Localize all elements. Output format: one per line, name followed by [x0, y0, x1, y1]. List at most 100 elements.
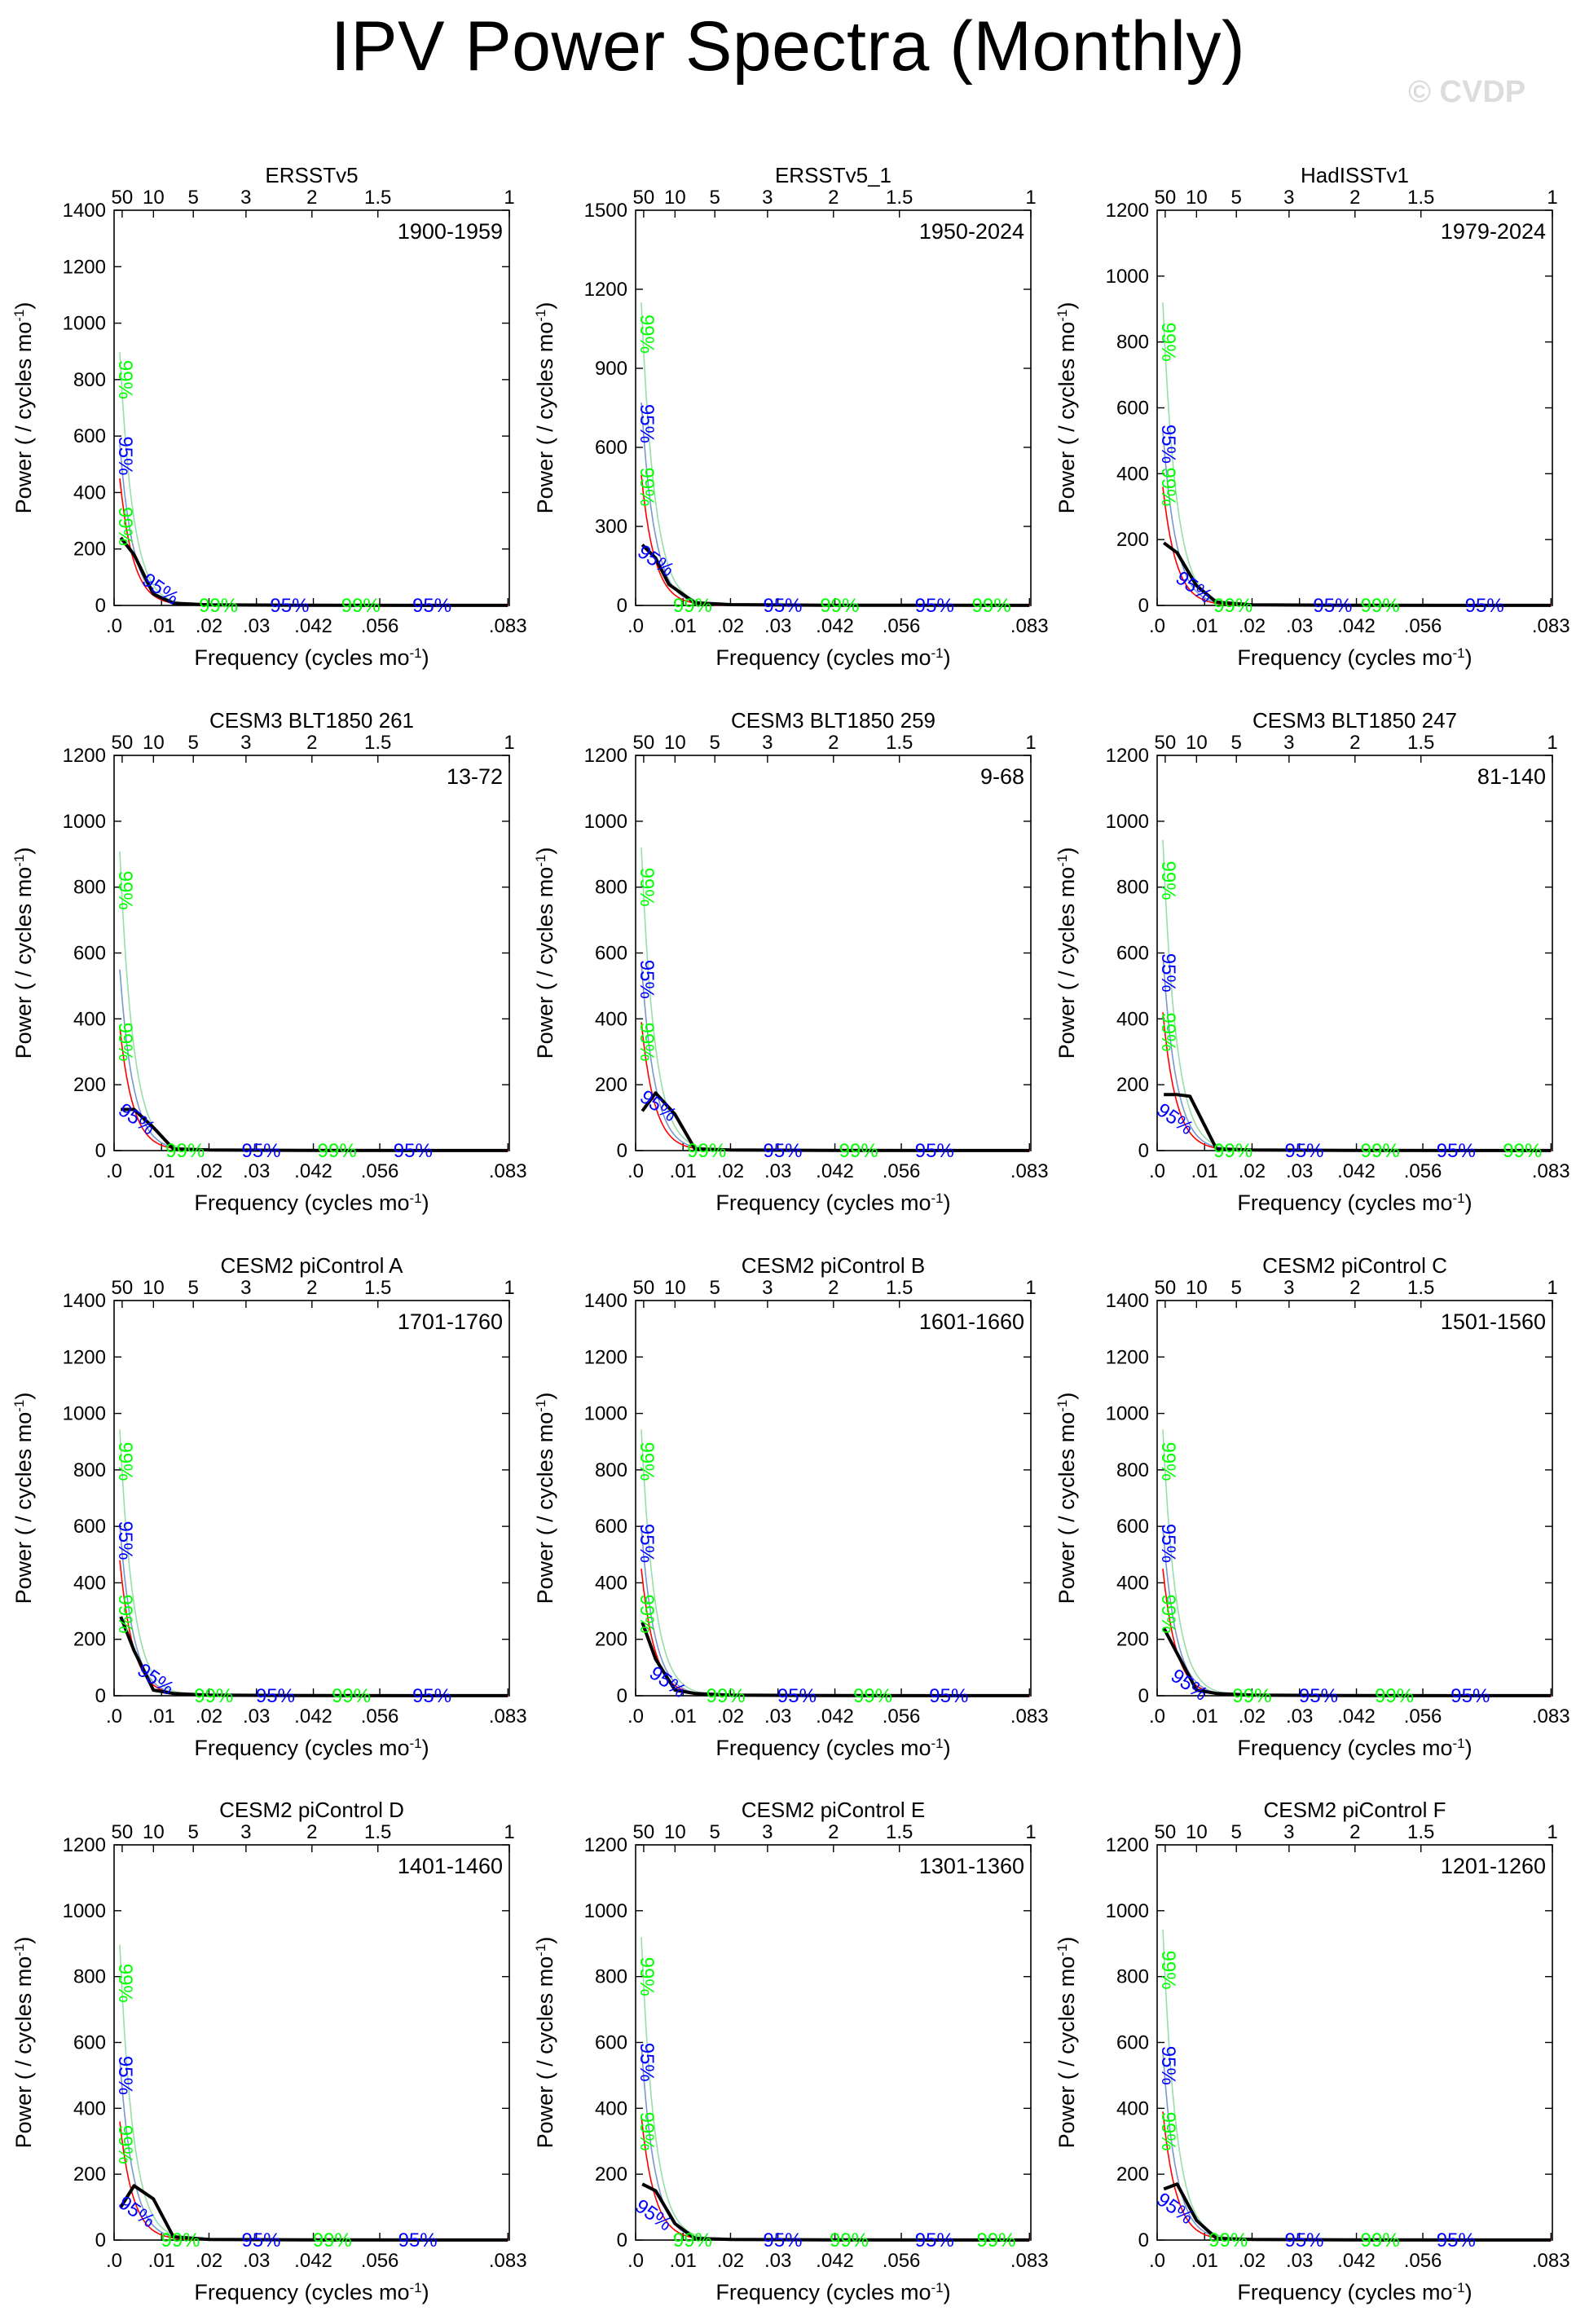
sig95-label: 95% [1284, 2229, 1323, 2251]
sig95-label: 95% [412, 1685, 451, 1707]
sig95-curve [641, 402, 1031, 606]
x-axis-label: Frequency (cycles mo-1) [715, 645, 950, 671]
top-tick-label: 2 [828, 1277, 839, 1299]
x-axis-label: Frequency (cycles mo-1) [194, 645, 429, 671]
x-tick-label: .042 [1337, 1706, 1376, 1728]
y-tick-label: 400 [1116, 463, 1149, 485]
sig99-label: 99% [976, 2229, 1015, 2251]
y-axis-label: Power ( / cycles mo-1) [533, 1393, 558, 1604]
x-tick-label: .0 [106, 615, 122, 637]
sig95-curve [119, 1525, 509, 1697]
x-tick-label: .056 [1404, 615, 1442, 637]
top-tick-label: 10 [1186, 187, 1208, 209]
sig95-label: 95% [636, 1086, 680, 1127]
y-tick-label: 400 [73, 1572, 106, 1594]
sig99-curve [641, 302, 1031, 606]
y-tick-label: 600 [1116, 2032, 1149, 2054]
plot-frame [1156, 1844, 1553, 2241]
top-tick-label: 2 [828, 1821, 839, 1843]
x-tick-label: .0 [106, 1160, 122, 1182]
x-tick-label: .02 [717, 2250, 744, 2272]
y-axis-label: Power ( / cycles mo-1) [533, 302, 558, 514]
x-tick-label: .083 [1010, 1706, 1049, 1728]
sig95-label: 95% [763, 2229, 802, 2251]
y-tick-label: 1200 [584, 745, 627, 767]
x-tick-label: .01 [1191, 1160, 1218, 1182]
y-tick-label: 400 [73, 482, 106, 504]
top-tick-label: 1.5 [364, 1821, 391, 1843]
x-tick-label: .083 [1010, 1160, 1049, 1182]
red-noise-curve [119, 1560, 509, 1697]
sig95-label: 95% [1157, 425, 1179, 464]
top-tick-label: 1 [1547, 1821, 1557, 1843]
top-tick-label: 1.5 [364, 732, 391, 754]
y-tick-label: 1400 [584, 1290, 627, 1312]
sig99-label: 99% [820, 595, 859, 617]
top-tick-label: 1 [504, 1277, 514, 1299]
sig99-label: 99% [636, 868, 658, 907]
sig99-label: 99% [1157, 2112, 1179, 2151]
x-tick-label: .02 [196, 615, 222, 637]
plot-frame [113, 1300, 510, 1697]
sig99-label: 99% [1375, 1685, 1414, 1707]
sig95-label: 95% [636, 2043, 658, 2082]
sig95-curve [641, 962, 1031, 1151]
top-tick-label: 10 [143, 732, 165, 754]
top-tick-label: 1.5 [886, 187, 913, 209]
x-tick-label: .056 [1404, 1706, 1442, 1728]
y-tick-label: 1200 [63, 1346, 106, 1368]
sig95-label: 95% [763, 1140, 802, 1162]
top-tick-label: 1.5 [886, 1821, 913, 1843]
red-noise-curve [1162, 2111, 1552, 2241]
period-label: 1900-1959 [398, 219, 503, 244]
y-axis-label: Power ( / cycles mo-1) [11, 302, 37, 514]
sig99-curve [641, 1429, 1031, 1697]
y-tick-label: 1200 [1106, 1834, 1149, 1856]
y-tick-label: 1000 [1106, 266, 1149, 288]
x-tick-label: .056 [883, 1160, 921, 1182]
sig99-curve [1162, 302, 1552, 606]
x-axis-label: Frequency (cycles mo-1) [715, 1736, 950, 1761]
x-tick-label: .02 [1239, 615, 1266, 637]
sig95-label: 95% [1465, 595, 1504, 617]
x-tick-label: .02 [1239, 1160, 1266, 1182]
x-tick-label: .042 [816, 615, 854, 637]
top-tick-label: 1.5 [1407, 187, 1434, 209]
sig99-curve [1162, 1929, 1552, 2241]
x-tick-label: .042 [1337, 1160, 1376, 1182]
sig95-label: 95% [636, 404, 658, 443]
period-label: 1501-1560 [1441, 1309, 1546, 1334]
sig99-label: 99% [114, 1595, 136, 1634]
x-axis-label: Frequency (cycles mo-1) [715, 1191, 950, 1216]
x-axis-label: Frequency (cycles mo-1) [1237, 1736, 1472, 1761]
top-tick-label: 3 [1283, 1821, 1294, 1843]
sig99-label: 99% [1361, 595, 1400, 617]
y-tick-label: 0 [95, 2229, 106, 2251]
sig99-curve [119, 1944, 509, 2241]
chart-panel: CESM3 BLT1850 2599-680200400600800100012… [533, 708, 1049, 1215]
spectrum-line [641, 2182, 1030, 2242]
sig99-label: 99% [972, 595, 1011, 617]
top-tick-label: 3 [240, 732, 251, 754]
sig99-label: 99% [114, 2125, 136, 2164]
y-tick-label: 1200 [63, 256, 106, 278]
y-tick-label: 200 [73, 539, 106, 561]
y-axis-label: Power ( / cycles mo-1) [533, 1937, 558, 2149]
plot-frame [1156, 209, 1553, 606]
sig99-label: 99% [1213, 1140, 1252, 1162]
top-tick-label: 5 [710, 187, 720, 209]
y-tick-label: 600 [1116, 943, 1149, 965]
x-tick-label: .083 [1532, 615, 1570, 637]
sig95-label: 95% [1437, 1140, 1476, 1162]
x-tick-label: .03 [1286, 2250, 1313, 2272]
top-tick-label: 10 [1186, 1821, 1208, 1843]
y-tick-label: 0 [1138, 1140, 1149, 1162]
y-axis-label: Power ( / cycles mo-1) [11, 847, 37, 1059]
chart-panel: CESM2 piControl B 1601-1660 0 200 400 600 800 1… [533, 1253, 1049, 1760]
y-tick-label: 1400 [63, 1290, 106, 1312]
top-tick-label: 5 [710, 1277, 720, 1299]
x-tick-label: .03 [764, 1160, 791, 1182]
y-tick-label: 600 [73, 2032, 106, 2054]
y-tick-label: 200 [595, 1629, 627, 1651]
